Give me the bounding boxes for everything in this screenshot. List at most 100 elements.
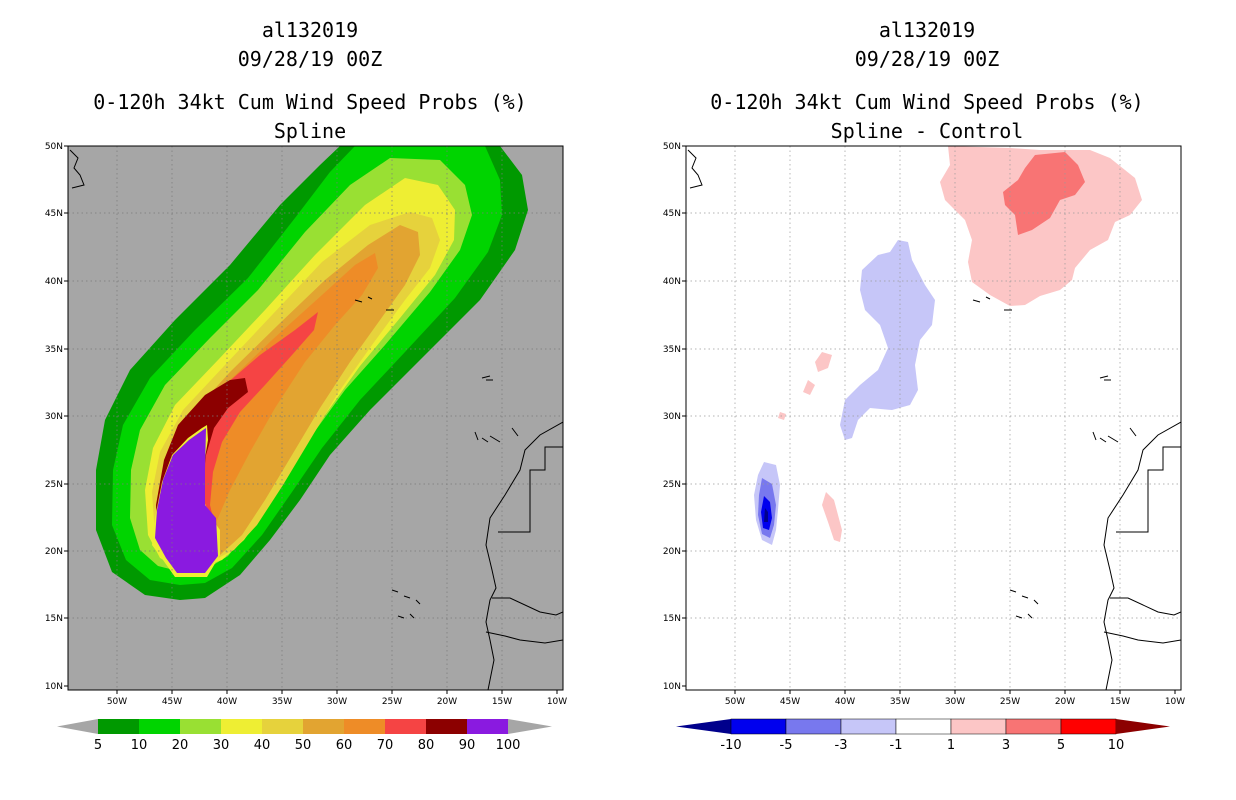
left-colorbar-label: 5 bbox=[94, 738, 102, 753]
left-colorbar-high-arrow bbox=[508, 719, 552, 734]
left-y-tick-label: 50N bbox=[45, 142, 63, 152]
left-y-tick-label: 10N bbox=[45, 682, 63, 692]
left-x-tick-label: 25W bbox=[382, 697, 402, 707]
right-x-tick-label: 40W bbox=[835, 697, 855, 707]
left-colorbar-label: 20 bbox=[172, 738, 189, 753]
right-colorbar-swatch bbox=[730, 718, 787, 735]
left-x-tick-label: 30W bbox=[327, 697, 347, 707]
left-axis-ticks: 50W 45W 40W 35W 30W 25W 20W 15W 10W 50N 45N 40N 35N 3… bbox=[45, 142, 567, 707]
right-colorbar-swatch bbox=[1060, 718, 1117, 735]
right-x-tick-label: 10W bbox=[1165, 697, 1185, 707]
left-colorbar-label: 90 bbox=[459, 738, 476, 753]
right-y-tick-label: 10N bbox=[663, 682, 681, 692]
left-colorbar-label: 50 bbox=[295, 738, 312, 753]
diff-positive-3 bbox=[1003, 152, 1085, 235]
left-x-tick-label: 45W bbox=[162, 697, 182, 707]
right-colorbar-swatch bbox=[1005, 718, 1062, 735]
right-title-variant: Spline - Control bbox=[830, 119, 1024, 143]
left-y-tick-label: 35N bbox=[45, 345, 63, 355]
right-y-tick-label: 50N bbox=[663, 142, 681, 152]
left-colorbar-swatch bbox=[467, 719, 508, 734]
left-colorbar-swatch bbox=[180, 719, 221, 734]
diff-negative-1 bbox=[840, 240, 935, 440]
right-colorbar-swatch bbox=[785, 718, 842, 735]
left-map-frame bbox=[67, 145, 564, 691]
right-x-tick-label: 25W bbox=[1000, 697, 1020, 707]
right-y-tick-label: 35N bbox=[663, 345, 681, 355]
right-colorbar-label: -1 bbox=[890, 738, 903, 753]
left-gridlines bbox=[68, 146, 563, 690]
left-title-date: 09/28/19 00Z bbox=[237, 47, 383, 71]
right-colorbar-label: 5 bbox=[1057, 738, 1065, 753]
right-y-tick-label: 30N bbox=[663, 412, 681, 422]
left-map-panel: 50W 45W 40W 35W 30W 25W 20W 15W 10W 50N 45N 40N 35N 3… bbox=[45, 142, 567, 707]
right-title-storm: al132019 bbox=[878, 18, 976, 42]
diff-positive-small-b bbox=[803, 380, 815, 395]
right-title-product: 0-120h 34kt Cum Wind Speed Probs (%) bbox=[710, 90, 1144, 114]
right-colorbar-label: 10 bbox=[1108, 738, 1125, 753]
left-colorbar-label: 80 bbox=[418, 738, 435, 753]
right-x-tick-label: 15W bbox=[1110, 697, 1130, 707]
left-y-tick-label: 40N bbox=[45, 277, 63, 287]
left-x-tick-label: 40W bbox=[217, 697, 237, 707]
left-x-tick-label: 50W bbox=[107, 697, 127, 707]
left-colorbar-label: 70 bbox=[377, 738, 394, 753]
right-title-date: 09/28/19 00Z bbox=[854, 47, 1000, 71]
left-colorbar-label: 10 bbox=[131, 738, 148, 753]
right-x-tick-label: 35W bbox=[890, 697, 910, 707]
right-x-tick-label: 30W bbox=[945, 697, 965, 707]
left-coastlines bbox=[69, 149, 563, 690]
prob-contour-100 bbox=[155, 428, 218, 573]
diff-positive-small-c bbox=[822, 492, 842, 542]
left-title-storm: al132019 bbox=[261, 18, 359, 42]
left-x-tick-label: 20W bbox=[437, 697, 457, 707]
left-colorbar-swatch bbox=[262, 719, 303, 734]
left-colorbar: 5 10 20 30 40 50 60 70 80 90 100 bbox=[57, 719, 552, 753]
right-gridlines bbox=[686, 146, 1181, 690]
left-y-tick-label: 15N bbox=[45, 614, 63, 624]
right-x-tick-label: 50W bbox=[725, 697, 745, 707]
right-y-tick-label: 20N bbox=[663, 547, 681, 557]
right-map-frame bbox=[685, 145, 1182, 691]
left-colorbar-label: 60 bbox=[336, 738, 353, 753]
right-difference-contours bbox=[686, 146, 1181, 690]
right-map-panel: 50W 45W 40W 35W 30W 25W 20W 15W 10W 50N 45N 40N 35N 3… bbox=[663, 142, 1185, 707]
left-colorbar-swatch bbox=[98, 719, 139, 734]
left-title-product: 0-120h 34kt Cum Wind Speed Probs (%) bbox=[93, 90, 527, 114]
left-x-tick-label: 35W bbox=[272, 697, 292, 707]
right-colorbar-label: -5 bbox=[780, 738, 793, 753]
right-colorbar-low-arrow bbox=[676, 719, 731, 734]
prob-contour-60 bbox=[158, 253, 378, 565]
left-y-tick-label: 20N bbox=[45, 547, 63, 557]
right-coastlines bbox=[687, 149, 1181, 690]
left-colorbar-swatch bbox=[221, 719, 262, 734]
left-colorbar-swatch bbox=[139, 719, 180, 734]
right-colorbar-swatch bbox=[950, 718, 1007, 735]
left-x-tick-label: 15W bbox=[492, 697, 512, 707]
left-colorbar-label: 100 bbox=[496, 738, 521, 753]
right-colorbar-label: -10 bbox=[720, 738, 741, 753]
right-colorbar-swatch bbox=[840, 718, 897, 735]
right-y-tick-label: 40N bbox=[663, 277, 681, 287]
right-colorbar-label: 3 bbox=[1002, 738, 1010, 753]
left-y-tick-label: 45N bbox=[45, 209, 63, 219]
left-colorbar-swatch bbox=[385, 719, 426, 734]
left-colorbar-label: 40 bbox=[254, 738, 271, 753]
left-x-tick-label: 10W bbox=[547, 697, 567, 707]
left-y-tick-label: 30N bbox=[45, 412, 63, 422]
right-colorbar-high-arrow bbox=[1116, 719, 1170, 734]
right-y-tick-label: 15N bbox=[663, 614, 681, 624]
right-axis-ticks: 50W 45W 40W 35W 30W 25W 20W 15W 10W 50N 45N 40N 35N 3… bbox=[663, 142, 1185, 707]
left-title-variant: Spline bbox=[273, 119, 347, 143]
left-colorbar-label: 30 bbox=[213, 738, 230, 753]
left-colorbar-swatch bbox=[303, 719, 344, 734]
left-colorbar-swatch bbox=[344, 719, 385, 734]
right-colorbar: -10 -5 -3 -1 1 3 5 10 bbox=[676, 718, 1170, 753]
left-colorbar-swatch bbox=[426, 719, 467, 734]
right-colorbar-label: 1 bbox=[947, 738, 955, 753]
right-x-tick-label: 45W bbox=[780, 697, 800, 707]
left-y-tick-label: 25N bbox=[45, 480, 63, 490]
right-colorbar-label: -3 bbox=[835, 738, 848, 753]
diff-negative-10 bbox=[764, 508, 768, 522]
